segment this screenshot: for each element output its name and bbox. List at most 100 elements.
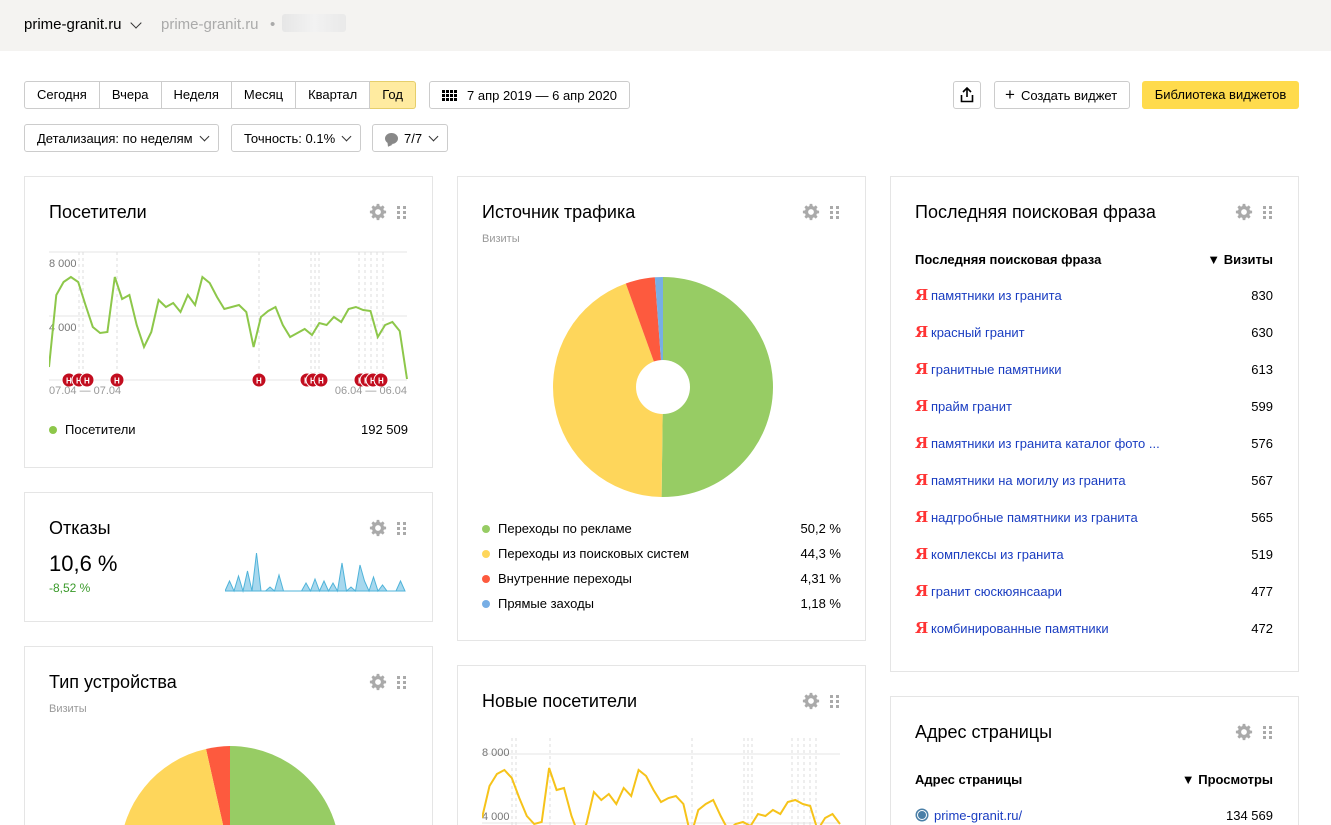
phrase-link[interactable]: прайм гранит (931, 398, 1012, 414)
phrase-link[interactable]: памятники на могилу из гранита (931, 472, 1126, 488)
pie-center (636, 360, 690, 414)
yandex-icon: Я (915, 545, 929, 563)
gear-icon[interactable] (802, 203, 820, 221)
legend-value: 1,18 % (800, 596, 841, 611)
create-widget-button[interactable]: + Создать виджет (994, 81, 1131, 109)
visits-count: 830 (1251, 287, 1273, 303)
calendar-icon (442, 89, 457, 101)
annotation-marker[interactable] (251, 372, 267, 388)
y-tick-label: 4 000 (49, 322, 77, 334)
yandex-icon: Я (915, 619, 929, 637)
y-tick-label: 8 000 (482, 747, 510, 759)
drag-handle-icon[interactable] (1263, 205, 1272, 219)
site-selector[interactable]: prime-granit.ru (24, 16, 142, 33)
drag-handle-icon[interactable] (830, 205, 839, 219)
widget-subtitle: Визиты (49, 703, 87, 715)
visits-count: 599 (1251, 398, 1273, 414)
period-yesterday[interactable]: Вчера (99, 81, 162, 109)
detail-label: Детализация: по неделям (37, 130, 193, 146)
gear-icon[interactable] (802, 692, 820, 710)
sparkline-area (225, 552, 406, 593)
pie-slice (206, 746, 230, 825)
views-count: 134 569 (1226, 807, 1273, 823)
date-range-picker[interactable]: 7 апр 2019 — 6 апр 2020 (429, 81, 630, 109)
accuracy-dropdown[interactable]: Точность: 0.1% (231, 124, 362, 152)
gear-icon[interactable] (369, 203, 387, 221)
gear-icon[interactable] (1235, 723, 1253, 741)
export-button[interactable] (953, 81, 981, 109)
phrase-link[interactable]: памятники из гранита (931, 287, 1062, 303)
annotation-marker-glyph: H (318, 377, 324, 386)
visits-count: 472 (1251, 620, 1273, 636)
drag-handle-icon[interactable] (397, 205, 406, 219)
site-name: prime-granit.ru (24, 16, 122, 33)
device-pie-chart (124, 746, 336, 825)
legend-dot (482, 599, 490, 608)
widget-title: Отказы (49, 518, 111, 538)
annotation-marker[interactable] (373, 372, 389, 388)
legend-value: 4,31 % (800, 571, 841, 586)
device-type-widget: Тип устройства Визиты (24, 646, 433, 825)
yandex-icon: Я (915, 471, 929, 489)
widget-tools (369, 673, 406, 691)
column-visits[interactable]: ▼ Визиты (1207, 252, 1273, 267)
y-tick-label: 4 000 (482, 811, 510, 823)
column-page[interactable]: Адрес страницы (915, 772, 1023, 787)
annotations-dropdown[interactable]: 7/7 (372, 124, 449, 152)
annotation-marker[interactable] (109, 372, 125, 388)
annotation-marker-glyph: H (76, 377, 82, 386)
period-week[interactable]: Неделя (161, 81, 232, 109)
annotation-marker-glyph: H (378, 377, 384, 386)
gear-icon[interactable] (369, 673, 387, 691)
phrase-link[interactable]: красный гранит (931, 324, 1025, 340)
drag-handle-icon[interactable] (830, 694, 839, 708)
legend-item: Прямые заходы 1,18 % (482, 596, 841, 611)
period-month[interactable]: Месяц (231, 81, 297, 109)
visits-count: 613 (1251, 361, 1273, 377)
detail-dropdown[interactable]: Детализация: по неделям (24, 124, 219, 152)
phrase-link[interactable]: гранитные памятники (931, 361, 1062, 377)
column-views[interactable]: ▼ Просмотры (1181, 772, 1273, 787)
gear-icon[interactable] (369, 519, 387, 537)
gear-icon[interactable] (1235, 203, 1253, 221)
drag-handle-icon[interactable] (397, 521, 406, 535)
phrase-link[interactable]: надгробные памятники из гранита (931, 509, 1138, 525)
table-header: Адрес страницы ▼ Просмотры (915, 772, 1273, 787)
legend-label: Переходы по рекламе (498, 521, 632, 536)
annotation-marker[interactable] (313, 372, 329, 388)
phrase-link[interactable]: гранит сюскюянсаари (931, 583, 1063, 599)
widget-title: Посетители (49, 202, 147, 222)
phrase-link[interactable]: комбинированные памятники (931, 620, 1109, 636)
page-link[interactable]: prime-granit.ru/ (934, 807, 1023, 823)
drag-handle-icon[interactable] (397, 675, 406, 689)
bounce-rate-value: 10,6 % (49, 551, 118, 576)
traffic-source-widget: Источник трафика Визиты Переходы по рекл… (457, 176, 866, 641)
phrase-link[interactable]: комплексы из гранита (931, 546, 1064, 562)
legend-item: Посетители 192 509 (49, 422, 408, 437)
annotation-marker[interactable] (79, 372, 95, 388)
annotation-marker-glyph: H (370, 377, 376, 386)
table-header: Последняя поисковая фраза ▼ Визиты (915, 252, 1273, 267)
column-phrase[interactable]: Последняя поисковая фраза (915, 252, 1102, 267)
phrase-link[interactable]: памятники из гранита каталог фото ... (931, 435, 1160, 451)
widget-library-button[interactable]: Библиотека виджетов (1142, 81, 1299, 109)
legend-dot (482, 549, 490, 558)
widget-tools (1235, 723, 1272, 741)
site-secondary[interactable]: prime-granit.ru (161, 16, 259, 33)
yandex-icon: Я (915, 397, 929, 415)
period-today[interactable]: Сегодня (24, 81, 100, 109)
legend-dot (482, 524, 490, 533)
period-year[interactable]: Год (370, 81, 416, 109)
drag-handle-icon[interactable] (1263, 725, 1272, 739)
period-quarter[interactable]: Квартал (296, 81, 371, 109)
period-selector: Сегодня Вчера Неделя Месяц Квартал Год (24, 81, 416, 109)
yandex-icon: Я (915, 508, 929, 526)
visits-count: 477 (1251, 583, 1273, 599)
annotation-marker-glyph: H (256, 377, 262, 386)
traffic-pie-chart (553, 277, 773, 497)
